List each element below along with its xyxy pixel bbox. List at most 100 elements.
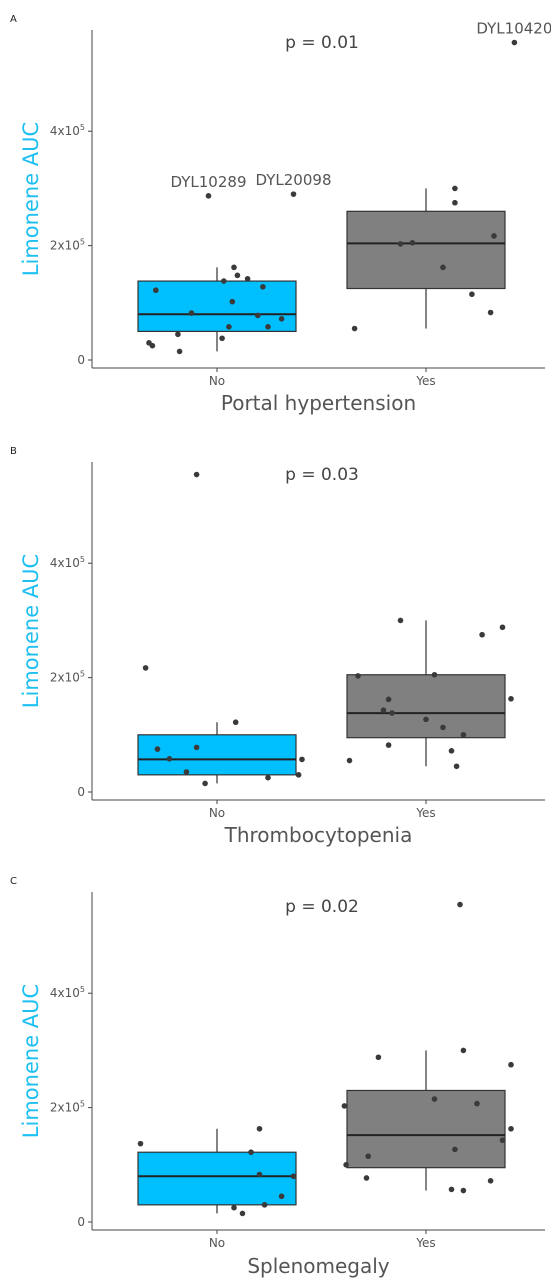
y-tick-label: 2x105: [50, 238, 85, 253]
data-point: [229, 298, 236, 305]
panel-a: A 0 2x105 4x105 No Yes Portal hypertension Limo…: [10, 14, 551, 415]
x-tick-label-yes: Yes: [415, 1236, 435, 1250]
y-tick-label: 0: [77, 785, 85, 799]
x-tick-label-no: No: [209, 806, 225, 820]
data-point: [508, 1125, 514, 1132]
data-point: [175, 331, 181, 338]
data-point: [491, 233, 497, 239]
data-point: [460, 1047, 467, 1054]
data-point: [265, 774, 271, 781]
p-value-label: p = 0.02: [285, 897, 359, 917]
data-point: [487, 309, 494, 316]
data-point: [351, 325, 358, 332]
p-value-label: p = 0.03: [285, 465, 359, 485]
data-point: [508, 695, 514, 702]
y-axis-label: Limonene AUC: [19, 984, 43, 1138]
data-point: [149, 342, 156, 349]
data-point: [278, 1193, 285, 1200]
data-point: [205, 193, 212, 199]
data-point: [389, 710, 395, 716]
point-annotation: DYL10289: [171, 173, 247, 191]
x-tick-label-yes: Yes: [415, 806, 435, 820]
point-annotation: DYL10420: [476, 20, 551, 38]
data-point: [452, 1146, 458, 1153]
box-no: [137, 1151, 297, 1206]
data-point: [248, 1149, 254, 1156]
data-point: [260, 283, 266, 290]
x-axis-label: Splenomegaly: [247, 1254, 389, 1278]
p-value-label: p = 0.01: [285, 33, 359, 53]
data-point: [460, 732, 467, 738]
box-no: [137, 734, 297, 776]
data-point: [431, 1096, 438, 1102]
data-point: [239, 1210, 246, 1217]
panel-label: C: [10, 876, 17, 887]
data-point: [499, 624, 506, 631]
y-tick-label: 4x105: [50, 985, 85, 1000]
data-point: [265, 324, 271, 330]
data-point: [511, 39, 518, 46]
data-point: [166, 756, 173, 762]
box-yes: [346, 674, 506, 739]
data-point: [375, 1054, 382, 1061]
data-point: [423, 716, 429, 723]
data-point: [231, 1204, 237, 1211]
data-point: [231, 264, 237, 271]
data-point: [142, 665, 149, 671]
data-point: [346, 757, 353, 764]
data-point: [460, 1187, 467, 1194]
data-point: [244, 275, 251, 282]
data-point: [448, 748, 455, 754]
data-point: [397, 241, 404, 247]
y-tick-label: 4x105: [50, 123, 85, 138]
data-point: [385, 696, 392, 703]
data-point: [176, 348, 183, 355]
data-point: [440, 724, 446, 731]
data-point: [479, 631, 485, 638]
data-point: [365, 1153, 372, 1160]
y-axis-label: Limonene AUC: [19, 122, 43, 276]
data-point: [137, 1140, 144, 1147]
x-axis-label: Portal hypertension: [221, 391, 416, 415]
data-point: [508, 1061, 514, 1068]
box-yes: [346, 210, 506, 290]
y-tick-label: 0: [77, 1215, 85, 1229]
data-point: [380, 707, 387, 714]
data-point: [188, 310, 195, 316]
data-point: [221, 278, 227, 284]
data-point: [343, 1162, 349, 1168]
data-point: [219, 335, 225, 342]
y-tick-label: 2x105: [50, 670, 85, 685]
data-point: [254, 312, 261, 319]
data-point: [226, 324, 232, 330]
data-point: [290, 1173, 297, 1180]
x-tick-label-no: No: [209, 374, 225, 388]
data-point: [409, 239, 416, 246]
data-point: [469, 291, 475, 298]
data-point: [452, 199, 458, 206]
data-point: [290, 191, 297, 197]
data-point: [256, 1125, 263, 1132]
data-point: [193, 471, 200, 478]
panel-label: A: [10, 14, 17, 25]
data-point: [278, 316, 285, 322]
data-point: [341, 1103, 348, 1109]
x-tick-label-yes: Yes: [415, 374, 435, 388]
data-point: [474, 1100, 480, 1107]
y-tick-label: 2x105: [50, 1100, 85, 1115]
data-point: [202, 780, 208, 787]
data-point: [154, 746, 161, 752]
data-point: [440, 264, 446, 271]
data-point: [431, 671, 438, 678]
data-point: [457, 901, 463, 908]
point-annotation: DYL20098: [256, 171, 332, 189]
x-axis-label: Thrombocytopenia: [224, 823, 413, 847]
data-point: [183, 769, 190, 775]
y-tick-label: 4x105: [50, 555, 85, 570]
data-point: [363, 1175, 370, 1181]
data-point: [193, 744, 200, 751]
data-point: [295, 772, 302, 778]
y-tick-label: 0: [77, 353, 85, 367]
y-axis-label: Limonene AUC: [19, 554, 43, 708]
